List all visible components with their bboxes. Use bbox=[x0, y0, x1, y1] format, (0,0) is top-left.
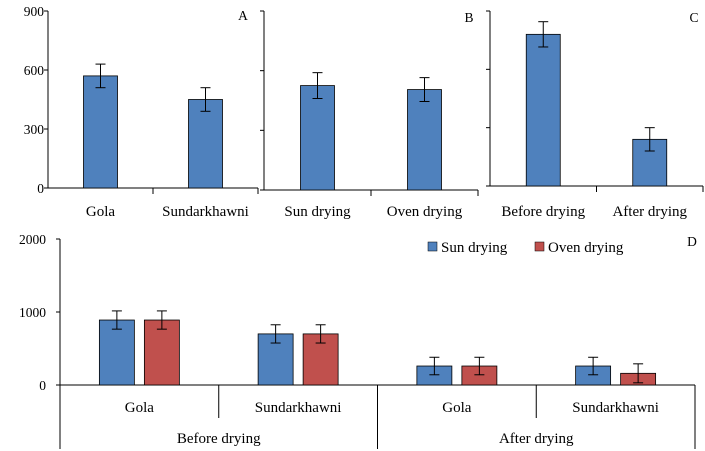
bar-before-drying bbox=[525, 33, 561, 187]
y-tick-label: 600 bbox=[24, 63, 45, 78]
error-bar bbox=[588, 356, 599, 376]
x-category-label: Gola bbox=[442, 400, 472, 416]
panel-letter: C bbox=[689, 10, 698, 25]
bar-oven-drying bbox=[143, 319, 180, 386]
panel-c: Before drying After drying C bbox=[486, 10, 704, 220]
legend-label: Sun drying bbox=[441, 240, 508, 256]
y-tick-label: 1000 bbox=[19, 305, 46, 320]
x-category-label: Sun drying bbox=[284, 204, 351, 220]
error-bar bbox=[419, 77, 430, 102]
error-bar bbox=[474, 356, 485, 376]
x-category-label: Sundarkhawni bbox=[162, 204, 249, 220]
legend: Sun drying Oven drying bbox=[427, 240, 624, 256]
panel-letter: B bbox=[464, 10, 473, 25]
panel-d: 0 1000 2000 Gola Sundarkhawni Gola Sundarkhawn… bbox=[19, 232, 697, 449]
bar-oven-drying bbox=[407, 89, 442, 191]
error-bar bbox=[270, 324, 281, 344]
x-category-label: Gola bbox=[125, 400, 155, 416]
bar-sun-drying bbox=[98, 319, 135, 386]
error-bar bbox=[200, 87, 211, 112]
x-category-label: Sundarkhawni bbox=[255, 400, 342, 416]
legend-label: Oven drying bbox=[548, 240, 624, 256]
error-bar bbox=[633, 363, 644, 384]
x-category-label: Sundarkhawni bbox=[572, 400, 659, 416]
error-bar bbox=[95, 63, 106, 89]
bar-gola bbox=[83, 75, 118, 189]
error-bar bbox=[315, 324, 326, 344]
error-bar bbox=[156, 310, 167, 330]
error-bar bbox=[312, 72, 323, 100]
x-category-label: After drying bbox=[612, 204, 687, 220]
bar-sundarkhawni bbox=[188, 99, 223, 189]
x-category-label: Oven drying bbox=[387, 204, 463, 220]
legend-swatch bbox=[534, 241, 545, 252]
x-category-label: Before drying bbox=[501, 204, 585, 220]
panel-letter: A bbox=[238, 8, 248, 23]
y-tick-label: 0 bbox=[37, 181, 44, 196]
x-group-label: After drying bbox=[499, 431, 574, 447]
error-bar bbox=[111, 310, 122, 330]
bar-sun-drying bbox=[300, 85, 335, 191]
panel-b: Sun drying Oven drying B bbox=[260, 10, 479, 220]
x-category-label: Gola bbox=[86, 204, 116, 220]
error-bar bbox=[538, 21, 549, 48]
panel-a: 0 300 600 900 Gola Sundarkhawni A bbox=[24, 4, 259, 220]
x-group-label: Before drying bbox=[177, 431, 261, 447]
panel-letter: D bbox=[687, 234, 697, 249]
y-tick-label: 300 bbox=[24, 122, 45, 137]
y-tick-label: 900 bbox=[24, 4, 45, 19]
y-tick-label: 2000 bbox=[19, 232, 46, 247]
error-bar bbox=[429, 356, 440, 376]
error-bar bbox=[644, 127, 655, 152]
legend-swatch bbox=[427, 241, 438, 252]
y-tick-label: 0 bbox=[39, 378, 46, 393]
